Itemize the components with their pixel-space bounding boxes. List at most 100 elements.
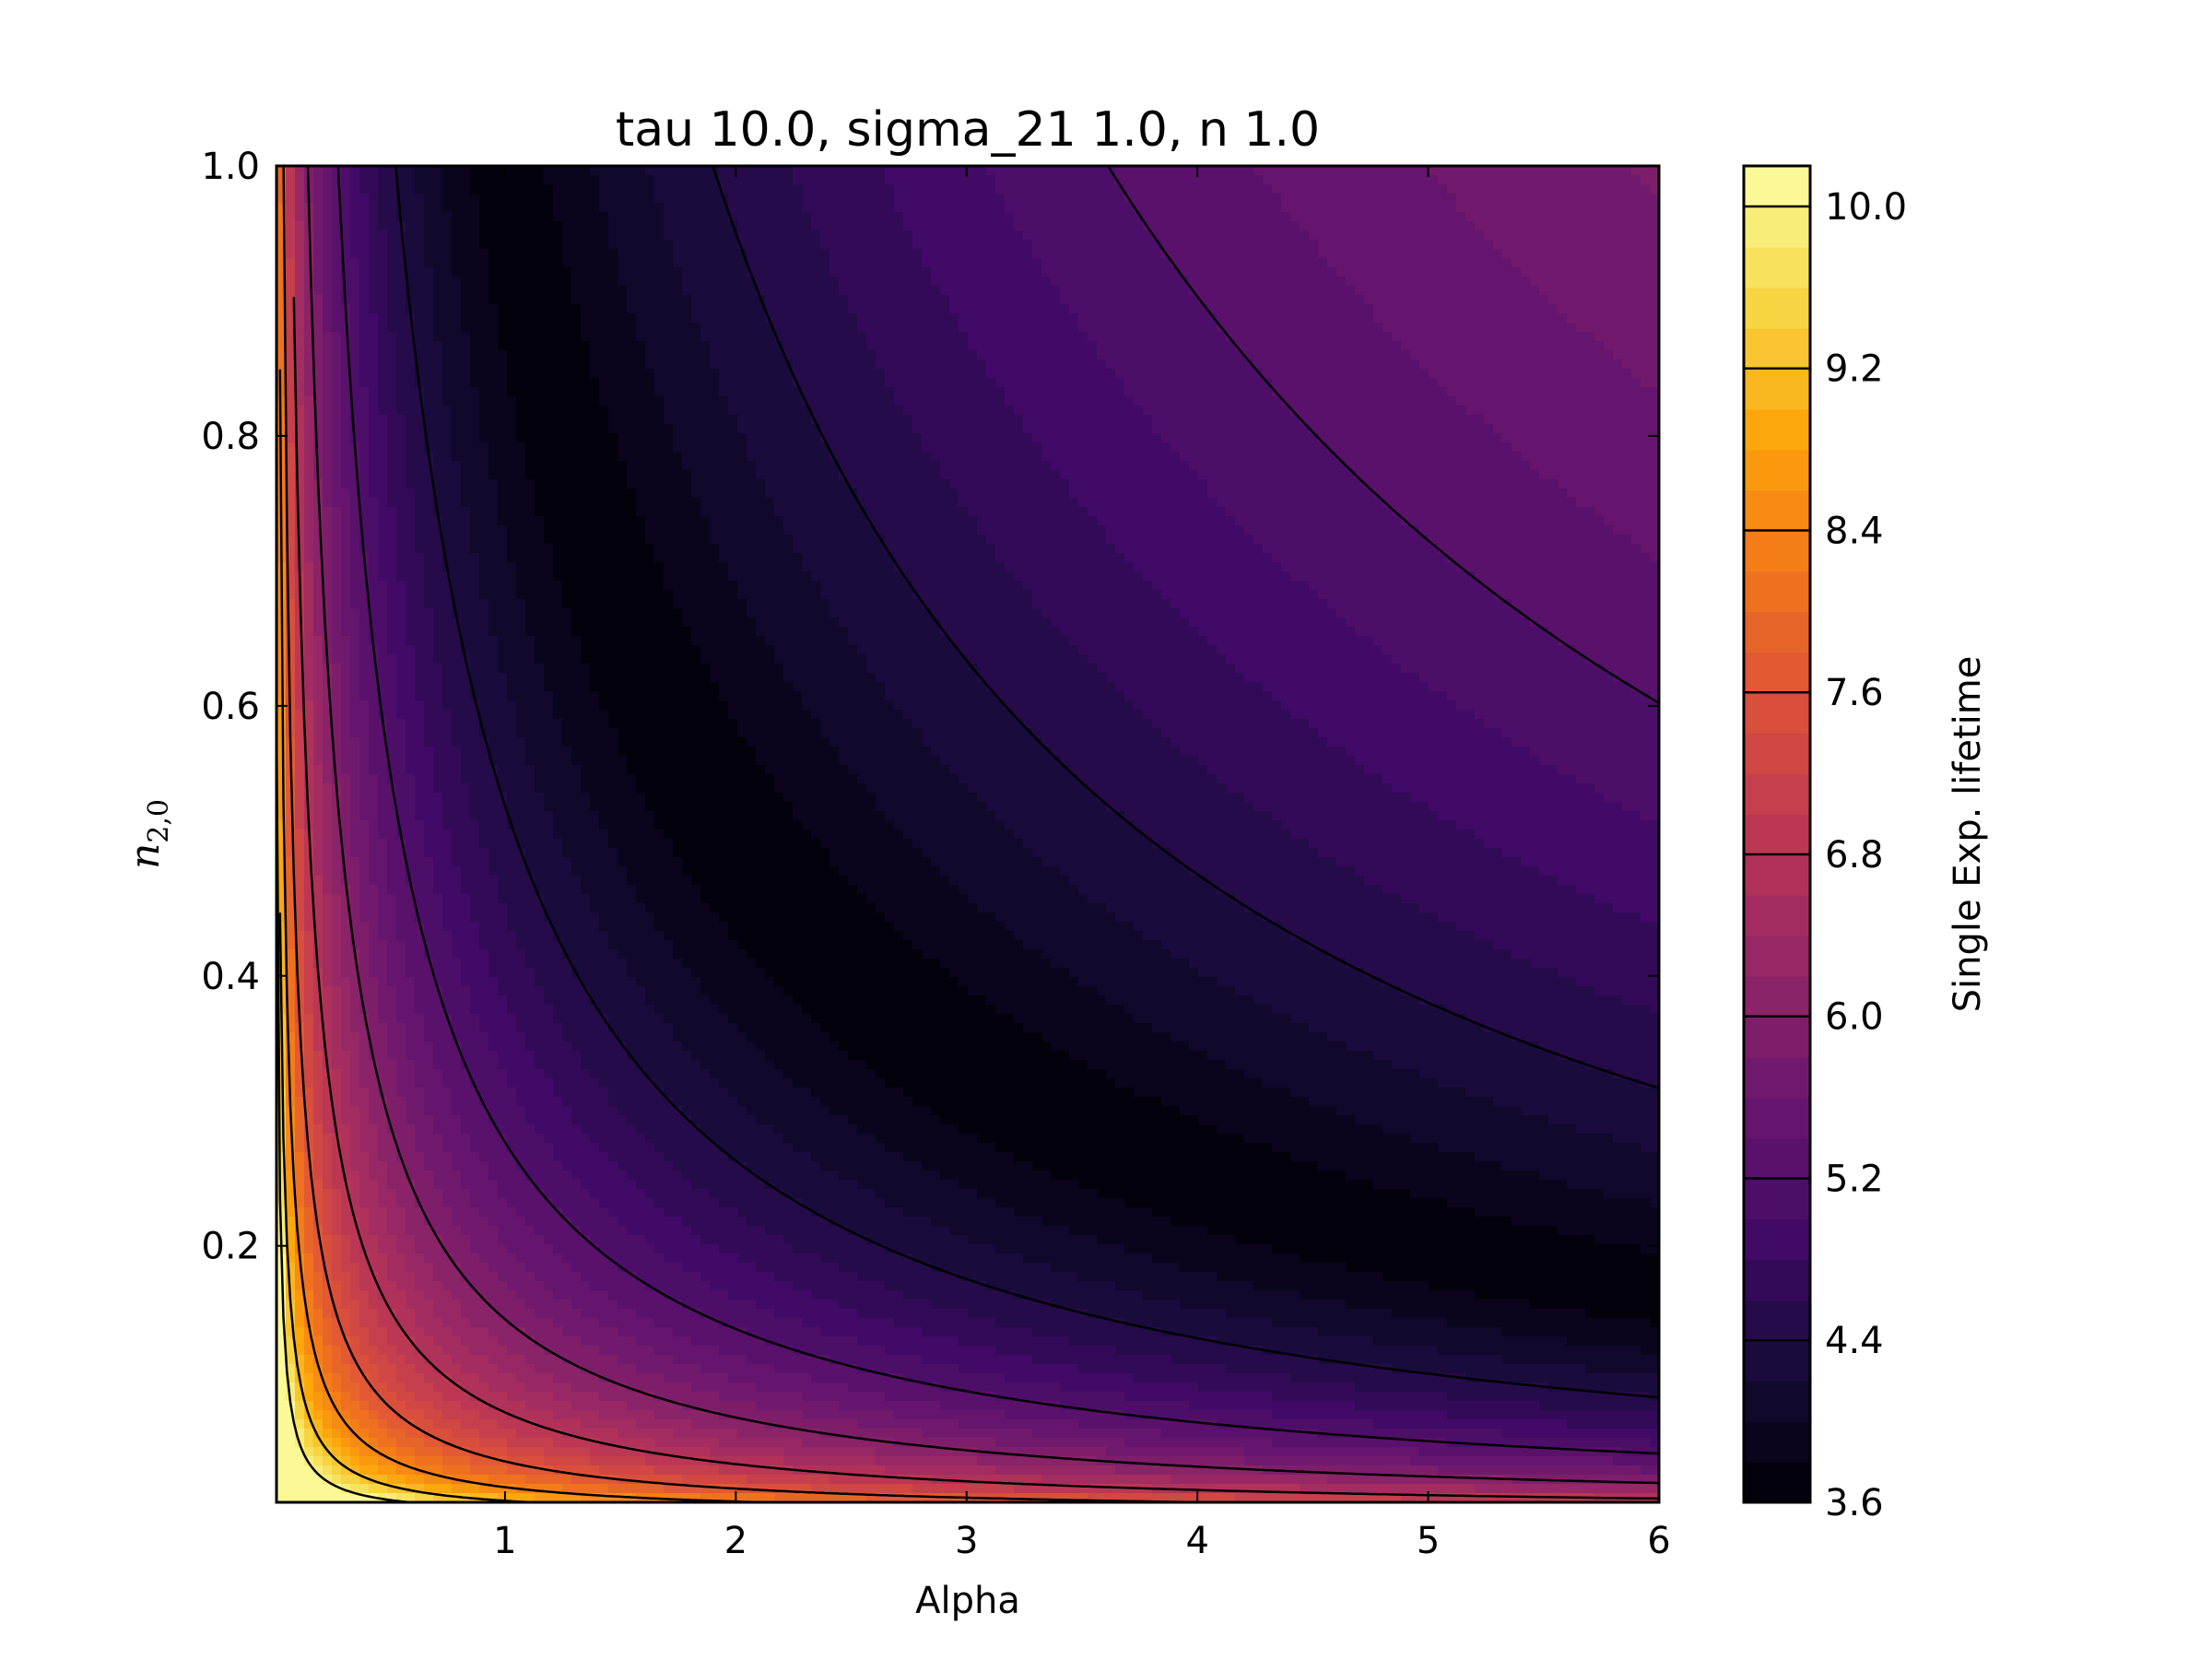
contour-band-cell	[728, 1290, 812, 1300]
contour-band-cell	[304, 1106, 314, 1116]
contour-band-cell	[654, 194, 729, 204]
contour-band-cell	[1005, 700, 1135, 711]
contour-band-cell	[387, 498, 416, 508]
contour-band-cell	[1456, 700, 1659, 711]
contour-band-cell	[1088, 1493, 1236, 1502]
contour-band-cell	[1438, 378, 1641, 388]
contour-band-cell	[1115, 682, 1264, 692]
contour-band-cell	[645, 1456, 711, 1466]
contour-band-cell	[415, 332, 434, 342]
contour-band-cell	[369, 1355, 388, 1365]
contour-band-cell	[424, 1032, 453, 1042]
contour-band-cell	[341, 1355, 351, 1365]
contour-band-cell	[516, 830, 554, 840]
contour-band-cell	[461, 1364, 499, 1374]
contour-band-cell	[276, 1447, 305, 1457]
contour-band-cell	[276, 811, 287, 821]
contour-band-cell	[719, 1078, 794, 1088]
contour-band-cell	[424, 710, 453, 720]
contour-band-cell	[424, 1014, 453, 1024]
contour-band-cell	[323, 922, 333, 932]
contour-band-cell	[1318, 1429, 1503, 1439]
contour-band-cell	[295, 820, 305, 830]
contour-band-cell	[387, 249, 406, 259]
contour-band-cell	[387, 756, 406, 766]
contour-band-cell	[304, 793, 314, 803]
contour-band-cell	[378, 793, 397, 803]
contour-band-cell	[359, 995, 379, 1006]
contour-band-cell	[461, 627, 489, 637]
contour-band-cell	[765, 765, 849, 775]
contour-band-cell	[654, 1318, 720, 1328]
contour-band-cell	[977, 525, 1107, 535]
contour-band-cell	[830, 249, 923, 259]
contour-band-cell	[479, 1088, 517, 1098]
contour-band-cell	[664, 1373, 729, 1383]
contour-band-cell	[350, 654, 360, 665]
contour-band-cell	[525, 618, 572, 628]
contour-band-cell	[332, 378, 342, 388]
x-tick-label: 5	[1417, 1520, 1440, 1562]
contour-band-cell	[387, 1051, 406, 1061]
contour-band-cell	[1171, 599, 1328, 609]
contour-band-cell	[452, 424, 480, 434]
contour-band-cell	[618, 949, 674, 959]
contour-band-cell	[286, 1226, 296, 1236]
contour-band-cell	[332, 986, 342, 996]
contour-band-cell	[571, 286, 628, 296]
contour-band-cell	[387, 323, 416, 333]
contour-band-cell	[654, 1078, 720, 1088]
contour-band-cell	[341, 747, 360, 757]
contour-band-cell	[433, 1309, 462, 1319]
contour-band-cell	[1456, 396, 1659, 406]
contour-band-cell	[304, 931, 314, 941]
contour-band-cell	[406, 433, 425, 443]
contour-band-cell	[1069, 1051, 1208, 1061]
contour-band-cell	[406, 230, 425, 241]
contour-band-cell	[276, 1475, 324, 1485]
contour-band-cell	[304, 1069, 314, 1079]
contour-band-cell	[1272, 1392, 1448, 1402]
contour-band-cell	[1078, 1364, 1227, 1374]
contour-band-cell	[323, 415, 333, 425]
contour-band-cell	[599, 922, 655, 932]
contour-band-cell	[350, 1124, 360, 1135]
contour-band-cell	[608, 1290, 665, 1300]
contour-band-cell	[332, 737, 342, 747]
contour-band-cell	[396, 184, 416, 194]
contour-band-cell	[1189, 276, 1347, 287]
contour-band-cell	[747, 442, 830, 453]
contour-band-cell	[470, 1281, 508, 1291]
contour-band-cell	[332, 1143, 342, 1153]
colorbar-level	[1744, 1218, 1810, 1261]
contour-band-cell	[396, 396, 425, 406]
contour-band-cell	[1475, 931, 1659, 941]
contour-band-cell	[590, 1235, 646, 1245]
contour-band-cell	[544, 1069, 591, 1079]
contour-band-cell	[396, 387, 425, 397]
contour-band-cell	[1152, 415, 1300, 425]
contour-band-cell	[562, 230, 609, 241]
contour-band-cell	[369, 1023, 388, 1033]
contour-band-cell	[359, 857, 370, 867]
contour-band-cell	[378, 1272, 388, 1282]
contour-band-cell	[369, 396, 379, 406]
contour-band-cell	[793, 1465, 886, 1476]
contour-band-cell	[369, 940, 388, 950]
contour-band-cell	[341, 1207, 351, 1218]
contour-band-cell	[1263, 1465, 1439, 1476]
contour-band-cell	[378, 1447, 397, 1457]
contour-band-cell	[479, 1373, 517, 1383]
contour-band-cell	[452, 1355, 489, 1365]
contour-band-cell	[415, 525, 443, 535]
contour-band-cell	[488, 1327, 526, 1337]
contour-band-cell	[378, 1419, 388, 1430]
contour-band-cell	[276, 783, 287, 794]
contour-band-cell	[295, 479, 305, 489]
contour-band-cell	[581, 1180, 637, 1190]
contour-band-cell	[295, 848, 305, 858]
contour-band-cell	[1060, 286, 1190, 296]
contour-band-cell	[286, 507, 296, 517]
contour-band-cell	[313, 286, 324, 296]
contour-band-cell	[452, 1290, 480, 1300]
